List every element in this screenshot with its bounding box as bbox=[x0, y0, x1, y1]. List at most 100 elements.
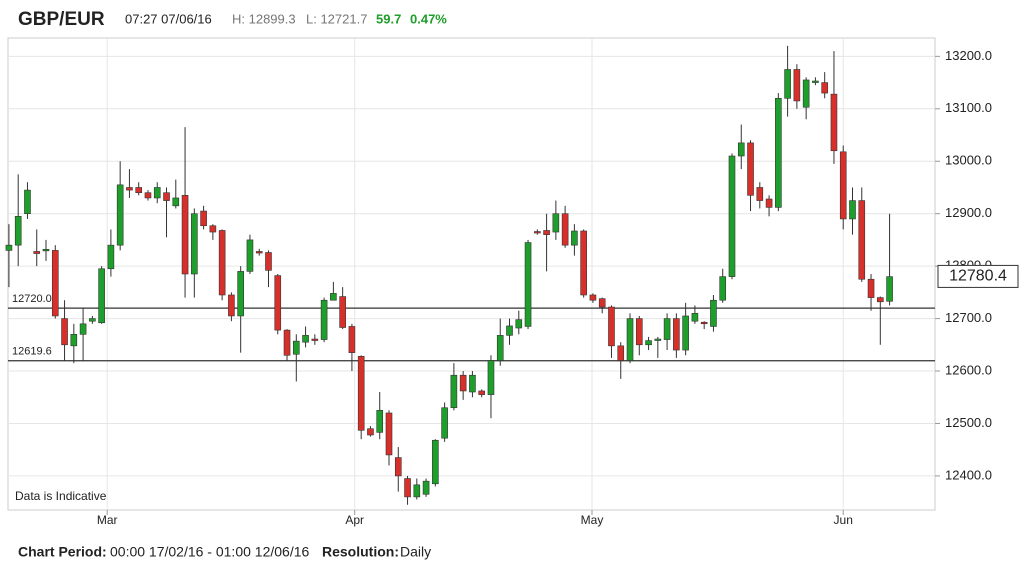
high-label: H: 12899.3 bbox=[232, 11, 296, 26]
candle-body bbox=[228, 294, 235, 317]
candle-body bbox=[320, 299, 328, 340]
candle-body bbox=[432, 439, 439, 485]
x-tick-label: May bbox=[581, 513, 604, 527]
candle-body bbox=[673, 318, 680, 351]
candle-body bbox=[191, 213, 198, 275]
period-label: Chart Period: bbox=[18, 544, 107, 560]
candle-body bbox=[283, 329, 291, 356]
candle-body bbox=[802, 79, 810, 108]
candle-body bbox=[246, 239, 254, 272]
time: 07:27 07/06/16 bbox=[125, 11, 212, 26]
candle-body bbox=[24, 189, 31, 214]
candle-body bbox=[561, 213, 569, 246]
candle-body bbox=[385, 412, 393, 456]
y-tick-label: 12700.0 bbox=[945, 310, 992, 325]
candle-body bbox=[506, 325, 513, 336]
candle-body bbox=[737, 142, 745, 157]
y-tick-label: 12400.0 bbox=[945, 467, 992, 482]
candle-body bbox=[450, 374, 458, 409]
reference-label: 12720.0 bbox=[12, 293, 52, 305]
candle-body bbox=[70, 334, 78, 347]
reference-label: 12619.6 bbox=[12, 346, 52, 358]
candle-body bbox=[598, 298, 606, 308]
candle-body bbox=[571, 230, 578, 246]
candle-body bbox=[5, 244, 13, 251]
symbol: GBP/EUR bbox=[18, 9, 105, 30]
candle-body bbox=[478, 390, 485, 395]
candle-body bbox=[617, 345, 625, 361]
candle-body bbox=[163, 192, 170, 201]
period: 00:00 17/02/16 - 01:00 12/06/16 bbox=[110, 544, 309, 560]
candle-body bbox=[663, 318, 671, 340]
candle-body bbox=[348, 326, 356, 353]
candle-body bbox=[793, 69, 801, 102]
candle-body bbox=[153, 187, 161, 199]
candle-body bbox=[589, 294, 597, 301]
candle-body bbox=[700, 321, 708, 325]
candle-body bbox=[255, 251, 263, 254]
y-tick-label: 13200.0 bbox=[945, 48, 992, 63]
candle-body bbox=[849, 200, 856, 220]
candle-body bbox=[107, 244, 115, 270]
x-tick-label: Apr bbox=[345, 513, 364, 527]
last-price-box bbox=[937, 264, 1019, 288]
candle-body bbox=[404, 478, 411, 498]
candle-body bbox=[292, 340, 300, 355]
candle-body bbox=[394, 457, 402, 477]
candle-body bbox=[626, 318, 634, 361]
resolution: Daily bbox=[400, 544, 431, 560]
candle-body bbox=[756, 187, 764, 201]
candle-body bbox=[710, 299, 717, 327]
candle-body bbox=[218, 230, 226, 296]
candle-body bbox=[144, 192, 152, 199]
candle-body bbox=[747, 142, 754, 196]
candle-body bbox=[858, 200, 866, 280]
candle-body bbox=[635, 318, 643, 346]
candle-body bbox=[830, 93, 838, 152]
candle-body bbox=[302, 335, 309, 343]
candle-body bbox=[765, 198, 773, 208]
y-tick-label: 13000.0 bbox=[945, 153, 992, 168]
candle-body bbox=[839, 151, 847, 220]
candle-body bbox=[524, 242, 532, 327]
change-pct: 0.47% bbox=[410, 11, 447, 26]
candle-body bbox=[515, 319, 523, 329]
candle-body bbox=[784, 69, 791, 99]
x-tick-label: Mar bbox=[97, 513, 118, 527]
candle-body bbox=[580, 230, 587, 296]
candle-body bbox=[645, 340, 652, 346]
y-tick-label: 12900.0 bbox=[945, 205, 992, 220]
candle-body bbox=[135, 187, 143, 194]
candle-body bbox=[274, 275, 282, 331]
candle-body bbox=[357, 356, 365, 431]
candle-body bbox=[877, 297, 884, 303]
candle-body bbox=[51, 250, 59, 317]
change: 59.7 bbox=[376, 11, 401, 26]
candle-body bbox=[821, 82, 828, 94]
candle-body bbox=[728, 155, 736, 277]
candle-body bbox=[200, 210, 207, 227]
candle-body bbox=[367, 428, 374, 436]
candle-body bbox=[265, 252, 272, 271]
candle-body bbox=[422, 480, 430, 495]
annotation: Data is Indicative bbox=[15, 489, 107, 503]
candle-body bbox=[719, 276, 727, 301]
candle-body bbox=[413, 484, 421, 498]
candle-body bbox=[691, 313, 699, 322]
candle-body bbox=[330, 293, 337, 301]
candle-body bbox=[886, 276, 893, 302]
candle-body bbox=[116, 184, 124, 246]
y-tick-label: 12500.0 bbox=[945, 415, 992, 430]
candle-body bbox=[775, 98, 782, 208]
candle-body bbox=[79, 323, 87, 335]
candle-body bbox=[126, 187, 133, 191]
candle-body bbox=[376, 410, 384, 433]
candle-body bbox=[552, 213, 560, 233]
candle-body bbox=[487, 360, 495, 395]
candle-body bbox=[89, 318, 96, 322]
candle-body bbox=[172, 197, 180, 207]
candle-body bbox=[209, 225, 217, 233]
low-label: L: 12721.7 bbox=[306, 11, 367, 26]
candle-body bbox=[237, 271, 244, 317]
